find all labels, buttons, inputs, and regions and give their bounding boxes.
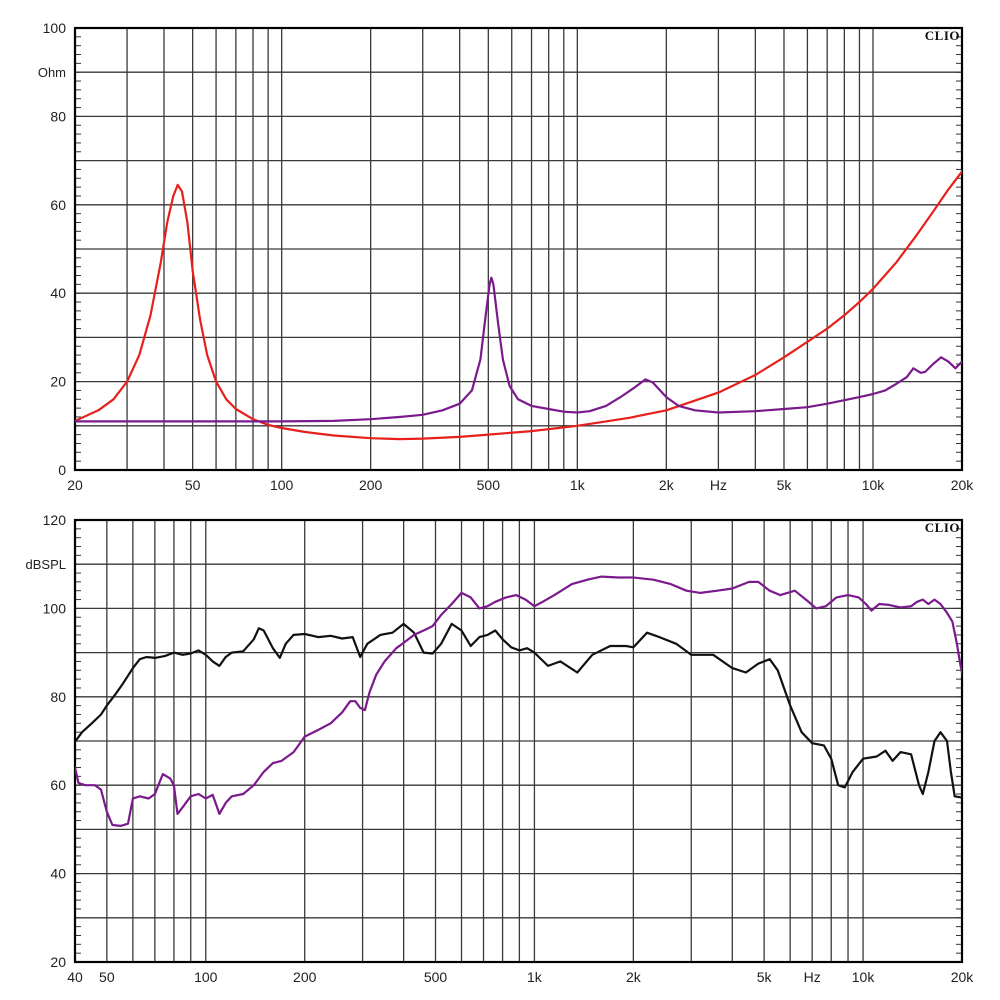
plot-frame [73,26,964,472]
y-tick-label: 100 [43,600,67,616]
y-tick-label: 20 [50,954,66,970]
series-spl-purple [75,575,962,827]
y-tick-label: 80 [50,108,66,124]
y-tick-label: 0 [58,462,66,478]
x-tick-label: 100 [270,477,294,493]
clio-brand-label: CLIO [925,520,960,535]
y-unit-label: dBSPL [26,557,66,572]
x-tick-label: Hz [804,969,821,985]
series-spl-black [75,622,962,799]
y-tick-label: 40 [50,285,66,301]
y-unit-label: Ohm [38,65,66,80]
y-tick-label: 100 [43,20,67,36]
x-tick-label: 2k [659,477,675,493]
x-tick-label: 20 [67,477,83,493]
x-tick-label: 20k [951,969,975,985]
x-tick-label: Hz [710,477,727,493]
y-tick-label: 20 [50,374,66,390]
x-tick-label: 500 [424,969,448,985]
impedance-chart: 0 20 40 60 80 100 Ohm 20 50 100 200 500 1k 2k Hz 5k 10k 2… [38,20,975,493]
frequency-response-chart: 20 40 60 80 100 120 dBSPL 40 50 100 200 500 1k 2k 5k Hz… [0,500,1000,1000]
x-tick-label: 2k [626,969,642,985]
x-tick-label: 500 [477,477,501,493]
x-tick-label: 10k [862,477,886,493]
x-tick-label: 5k [757,969,773,985]
series-impedance-purple [75,276,962,423]
y-tick-label: 40 [50,866,66,882]
x-tick-label: 20k [951,477,975,493]
x-tick-label: 10k [852,969,876,985]
y-tick-label: 60 [50,777,66,793]
y-tick-label: 120 [43,512,67,528]
y-tick-label: 60 [50,197,66,213]
x-tick-label: 200 [293,969,317,985]
series-impedance-red [75,169,962,441]
x-tick-label: 1k [570,477,586,493]
y-tick-label: 80 [50,689,66,705]
x-tick-label: 5k [777,477,793,493]
x-tick-label: 1k [527,969,543,985]
x-tick-label: 50 [185,477,201,493]
x-tick-label: 40 [67,969,83,985]
clio-brand-label: CLIO [925,28,960,43]
grid [74,519,963,963]
x-tick-label: 50 [99,969,115,985]
x-tick-label: 200 [359,477,383,493]
x-tick-label: 100 [194,969,218,985]
